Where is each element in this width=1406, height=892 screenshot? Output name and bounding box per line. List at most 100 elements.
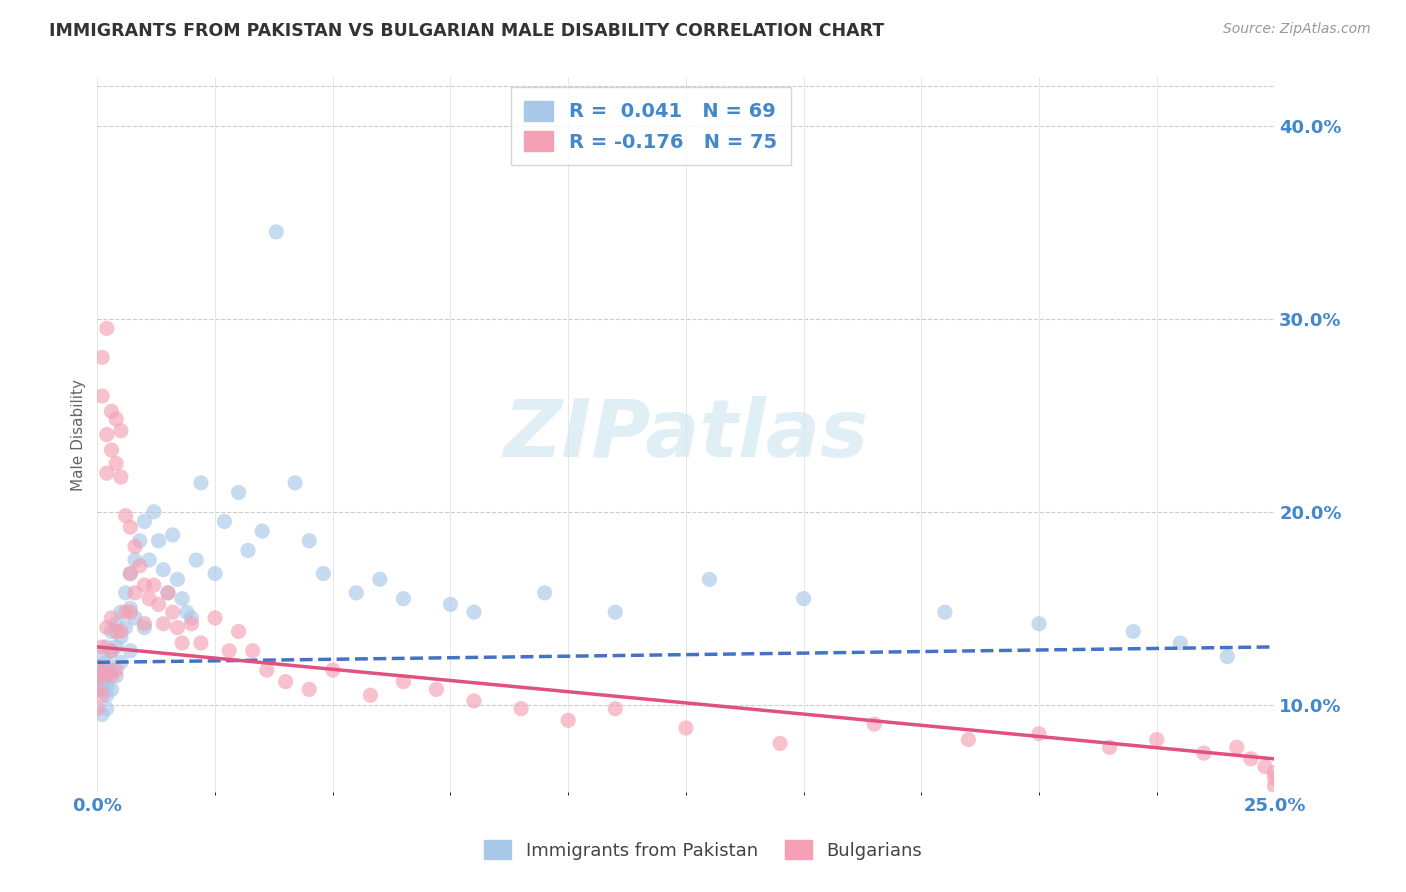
Point — [120, 566, 142, 581]
Legend: Immigrants from Pakistan, Bulgarians: Immigrants from Pakistan, Bulgarians — [477, 833, 929, 867]
Point — [96, 640, 118, 654]
Point — [190, 636, 212, 650]
Point — [105, 412, 128, 426]
Point — [166, 621, 188, 635]
Point — [110, 470, 132, 484]
Point — [91, 682, 114, 697]
Point — [114, 586, 136, 600]
Point — [180, 616, 202, 631]
Text: ZIPatlas: ZIPatlas — [503, 395, 869, 474]
Point — [105, 663, 128, 677]
Point — [322, 663, 344, 677]
Point — [100, 442, 122, 457]
Point — [510, 701, 533, 715]
Point — [96, 466, 118, 480]
Point — [392, 674, 415, 689]
Point — [105, 624, 128, 639]
Point — [256, 663, 278, 677]
Point — [86, 659, 108, 673]
Point — [100, 669, 122, 683]
Point — [96, 679, 118, 693]
Point — [156, 586, 179, 600]
Point — [105, 640, 128, 654]
Point — [605, 605, 627, 619]
Point — [91, 640, 114, 654]
Point — [96, 427, 118, 442]
Point — [96, 663, 118, 677]
Point — [91, 669, 114, 683]
Point — [96, 656, 118, 670]
Point — [86, 701, 108, 715]
Point — [96, 688, 118, 702]
Point — [110, 656, 132, 670]
Point — [180, 611, 202, 625]
Point — [176, 605, 198, 619]
Point — [463, 605, 485, 619]
Point — [1263, 771, 1285, 785]
Point — [152, 616, 174, 631]
Point — [128, 558, 150, 573]
Point — [359, 688, 381, 702]
Point — [425, 682, 447, 697]
Point — [110, 624, 132, 639]
Point — [312, 566, 335, 581]
Point — [134, 578, 156, 592]
Point — [120, 601, 142, 615]
Point — [264, 225, 287, 239]
Point — [439, 598, 461, 612]
Point — [172, 591, 194, 606]
Point — [172, 636, 194, 650]
Point — [284, 475, 307, 490]
Point — [91, 389, 114, 403]
Point — [100, 663, 122, 677]
Point — [100, 624, 122, 639]
Point — [1122, 624, 1144, 639]
Point — [124, 540, 146, 554]
Point — [250, 524, 273, 538]
Point — [1263, 765, 1285, 780]
Point — [120, 566, 142, 581]
Point — [134, 515, 156, 529]
Point — [105, 616, 128, 631]
Point — [138, 591, 160, 606]
Point — [91, 674, 114, 689]
Text: IMMIGRANTS FROM PAKISTAN VS BULGARIAN MALE DISABILITY CORRELATION CHART: IMMIGRANTS FROM PAKISTAN VS BULGARIAN MA… — [49, 22, 884, 40]
Point — [120, 605, 142, 619]
Point — [1146, 732, 1168, 747]
Point — [100, 644, 122, 658]
Point — [91, 649, 114, 664]
Point — [100, 404, 122, 418]
Point — [110, 630, 132, 644]
Point — [1028, 727, 1050, 741]
Point — [96, 321, 118, 335]
Point — [96, 621, 118, 635]
Point — [769, 736, 792, 750]
Point — [91, 663, 114, 677]
Point — [274, 674, 297, 689]
Point — [228, 624, 250, 639]
Point — [148, 533, 170, 548]
Point — [793, 591, 815, 606]
Point — [1028, 616, 1050, 631]
Legend: R =  0.041   N = 69, R = -0.176   N = 75: R = 0.041 N = 69, R = -0.176 N = 75 — [510, 87, 790, 165]
Point — [105, 457, 128, 471]
Point — [86, 669, 108, 683]
Point — [298, 533, 321, 548]
Point — [392, 591, 415, 606]
Point — [120, 644, 142, 658]
Text: Source: ZipAtlas.com: Source: ZipAtlas.com — [1223, 22, 1371, 37]
Point — [124, 611, 146, 625]
Point — [236, 543, 259, 558]
Point — [1263, 779, 1285, 793]
Point — [533, 586, 555, 600]
Point — [128, 533, 150, 548]
Point — [91, 707, 114, 722]
Point — [190, 475, 212, 490]
Point — [204, 611, 226, 625]
Point — [1168, 636, 1191, 650]
Point — [298, 682, 321, 697]
Point — [114, 508, 136, 523]
Point — [91, 688, 114, 702]
Point — [100, 644, 122, 658]
Point — [242, 644, 264, 658]
